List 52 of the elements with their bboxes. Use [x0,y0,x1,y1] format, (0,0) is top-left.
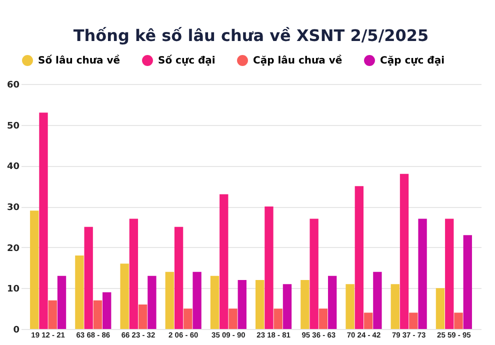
bar [328,276,337,329]
bar [463,235,472,329]
bar [210,276,220,329]
bar [409,312,418,329]
bar [184,308,192,329]
bar [318,308,328,329]
bar [84,226,93,329]
bar [274,308,282,329]
bar [436,288,445,329]
bar [39,112,48,329]
y-tick-label: 20 [6,244,20,254]
bar [228,308,238,329]
legend-label: Cặp cực đại [380,56,445,67]
bar [418,218,427,329]
bar [354,186,364,329]
bar [120,264,129,329]
y-tick-label: 10 [6,284,20,295]
y-tick-label: 0 [13,326,20,336]
bar [256,280,264,329]
bar [129,218,138,329]
bar [75,256,84,329]
bar [148,276,156,329]
chart-title: Thống kê số lâu chưa về XSNT 2/5/2025 [73,26,429,45]
y-tick-label: 40 [6,162,20,172]
bar [30,210,39,329]
bar [174,226,184,329]
y-tick-label: 30 [6,203,20,213]
legend-label: Số lâu chưa về [38,54,120,67]
legend-label: Cặp lâu chưa về [253,54,342,67]
bar [364,312,373,329]
bar [48,300,57,329]
bar [93,300,102,329]
y-tick-label: 50 [6,121,20,132]
bar [390,284,400,329]
bar [165,272,174,329]
bar [238,280,246,329]
legend-label: Số cực đại [158,54,216,67]
bar [400,174,409,329]
bar [220,194,228,329]
bar [192,272,202,329]
bar [264,206,274,329]
bar [300,280,310,329]
bar [373,272,382,329]
bar [102,292,112,329]
y-tick-label: 60 [6,80,20,90]
bar [57,276,66,329]
bar [454,312,463,329]
bar [310,218,318,329]
bar [445,218,454,329]
bar [282,284,292,329]
bar [138,304,148,329]
bar [346,284,354,329]
